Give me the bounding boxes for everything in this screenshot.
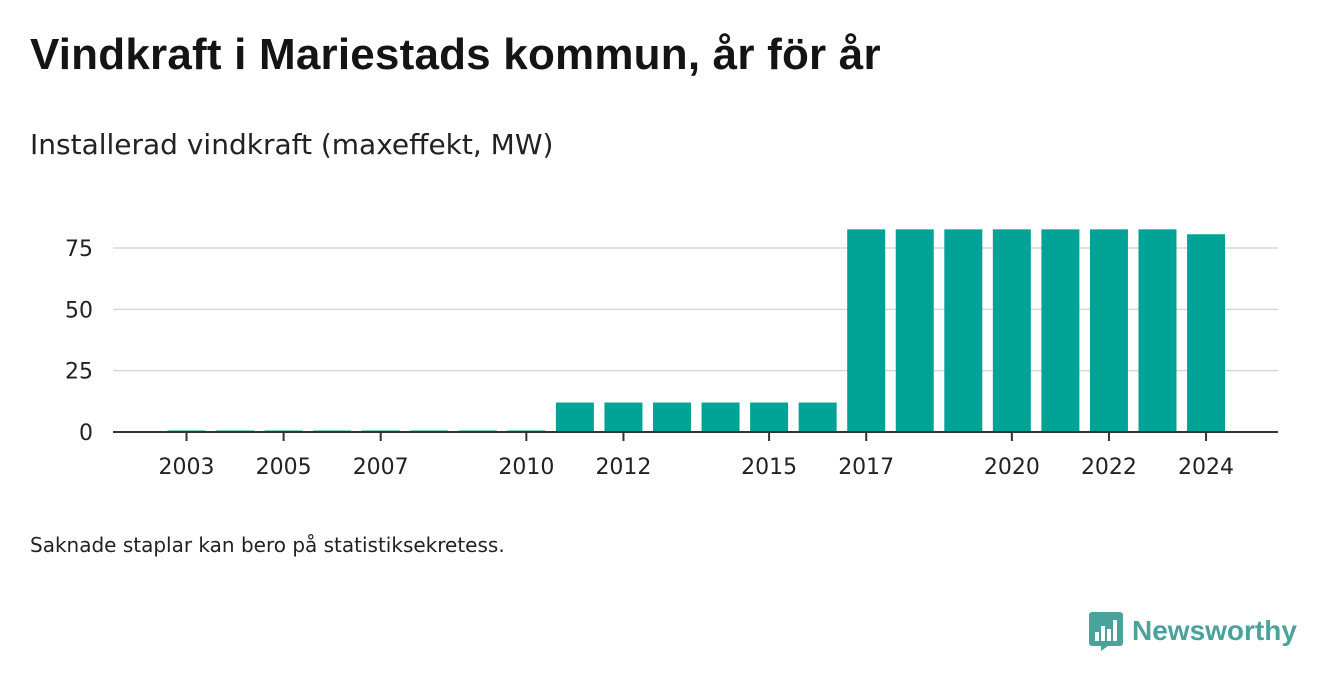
bar-2020 xyxy=(992,229,1031,432)
newsworthy-logo-icon xyxy=(1089,612,1123,651)
bar-2019 xyxy=(944,229,983,432)
chart-title: Vindkraft i Mariestads kommun, år för år xyxy=(30,30,881,79)
x-tick-label: 2005 xyxy=(256,455,312,480)
x-tick-label: 2010 xyxy=(498,455,554,480)
y-tick-label: 75 xyxy=(65,237,93,262)
chart-subtitle: Installerad vindkraft (maxeffekt, MW) xyxy=(30,128,554,161)
y-tick-label: 25 xyxy=(65,360,93,385)
x-tick-label: 2020 xyxy=(984,455,1040,480)
bar-2013 xyxy=(653,402,691,432)
brand-name: Newsworthy xyxy=(1132,615,1297,646)
bar-2016 xyxy=(798,402,837,432)
bar-2018 xyxy=(895,229,934,432)
bar-2014 xyxy=(701,402,740,432)
bar-2024 xyxy=(1187,234,1226,432)
brand-logo: Newsworthy xyxy=(1088,610,1297,652)
x-tick-label: 2015 xyxy=(741,455,797,480)
x-tick-label: 2022 xyxy=(1081,455,1137,480)
bar-2017 xyxy=(847,229,886,432)
bar-2023 xyxy=(1138,229,1177,432)
bar-2015 xyxy=(750,402,789,432)
footnote: Saknade staplar kan bero på statistiksek… xyxy=(30,533,505,557)
x-tick-label: 2007 xyxy=(353,455,409,480)
y-tick-label: 50 xyxy=(65,298,93,323)
bar-2012 xyxy=(604,402,643,432)
bar-2011 xyxy=(555,402,594,432)
x-tick-label: 2017 xyxy=(838,455,894,480)
bar-2022 xyxy=(1089,229,1128,432)
x-tick-label: 2024 xyxy=(1178,455,1234,480)
bar-2021 xyxy=(1041,229,1080,432)
x-tick-label: 2003 xyxy=(159,455,215,480)
x-tick-label: 2012 xyxy=(595,455,651,480)
y-tick-label: 0 xyxy=(79,421,93,446)
